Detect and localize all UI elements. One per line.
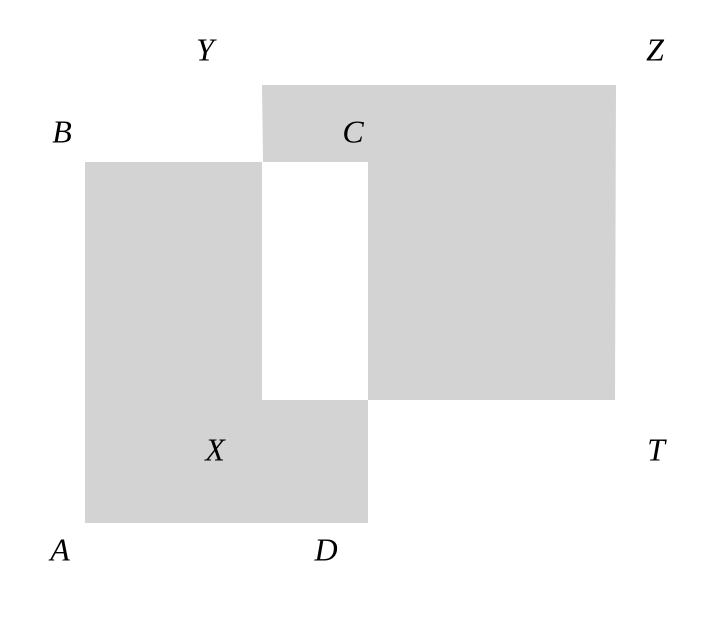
label-B: B [52,114,72,151]
label-X: X [205,432,225,469]
label-Z: Z [646,32,664,69]
polygon-upper-right [262,85,616,400]
label-C: C [342,114,363,151]
label-A: A [50,532,70,569]
label-D: D [314,532,337,569]
label-Y: Y [196,32,214,69]
diagram-canvas [0,0,703,629]
label-T: T [647,432,665,469]
polygon-lower-left [85,162,368,523]
